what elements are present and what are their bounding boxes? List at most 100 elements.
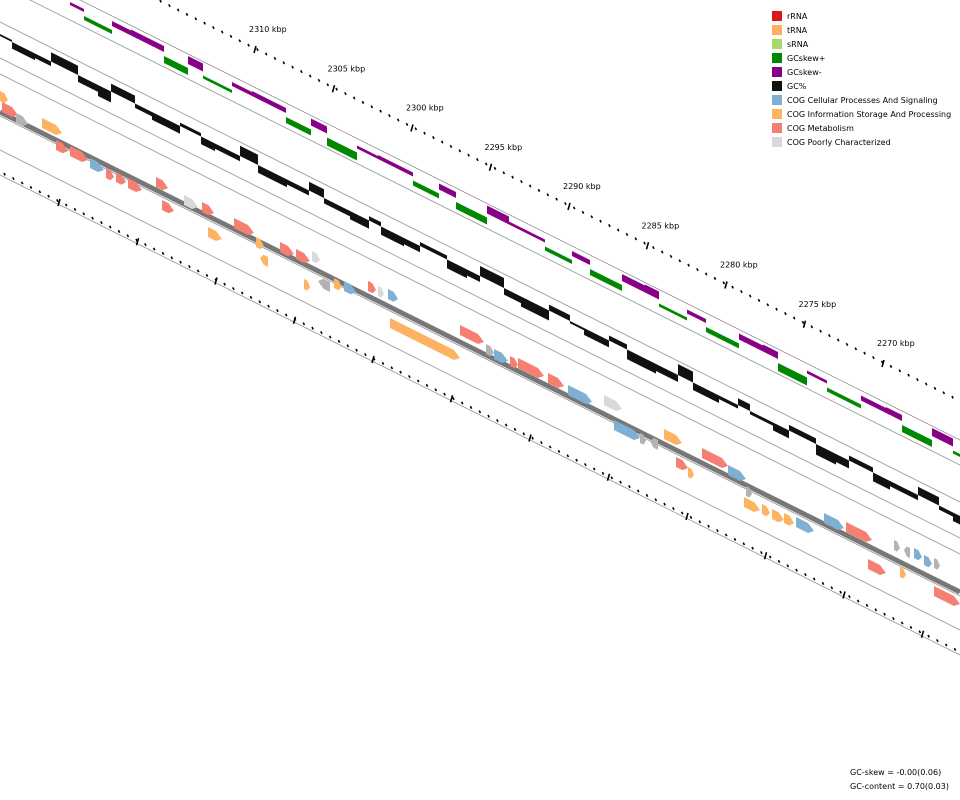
gc-content-segment [258, 165, 287, 188]
major-scale-tick [724, 281, 728, 289]
inner-scale-tick [566, 454, 570, 458]
inner-scale-tick [188, 265, 191, 269]
track-guide-line [29, 0, 960, 466]
inner-scale-tick [944, 643, 948, 647]
outer-scale-tick [625, 232, 629, 236]
gc-content-segment [678, 364, 693, 383]
inner-major-tick [371, 355, 375, 364]
legend-label: COG Poorly Characterized [787, 137, 891, 147]
outer-scale-tick [220, 30, 224, 34]
outer-scale-tick [308, 74, 312, 78]
cds-metabolism-arrow [518, 358, 544, 378]
outer-scale-tick [634, 237, 638, 241]
inner-scale-tick [452, 397, 455, 401]
gc-skew-plus-segment [827, 387, 861, 409]
inner-scale-tick [267, 304, 270, 308]
outer-scale-tick [379, 109, 382, 113]
cds-metabolism-arrow [202, 202, 214, 216]
gc-skew-minus-segment [645, 284, 659, 300]
cds-poorly-arrow [184, 195, 198, 209]
major-scale-tick [488, 163, 493, 171]
inner-scale-tick [610, 476, 614, 480]
gc-skew-plus-segment [456, 202, 487, 225]
outer-scale-tick [766, 303, 770, 307]
cds-metabolism-arrow [934, 586, 960, 606]
inner-scale-tick [777, 559, 781, 563]
cds-information-arrow [772, 509, 784, 523]
cds-metabolism-arrow [128, 178, 142, 192]
outer-scale-tick [907, 373, 910, 377]
gc-skew-minus-segment [739, 333, 763, 352]
outer-scale-tick [423, 131, 426, 135]
legend-label: GC% [787, 81, 807, 91]
inner-scale-tick [284, 313, 288, 317]
outer-scale-tick [229, 34, 233, 38]
outer-scale-tick [572, 206, 576, 210]
inner-scale-tick [883, 612, 886, 616]
outer-scale-tick [713, 276, 717, 280]
gc-skew-plus-segment [84, 16, 112, 34]
inner-scale-tick [108, 225, 112, 229]
outer-scale-tick [608, 224, 611, 228]
legend-item-rrna: rRNA [772, 9, 951, 23]
legend-item-gc-percent: GC% [772, 79, 951, 93]
outer-scale-tick [590, 215, 594, 219]
inner-scale-tick [152, 247, 156, 251]
inner-scale-tick [751, 546, 754, 550]
cds-information-arrow [334, 278, 342, 291]
inner-scale-tick [364, 353, 367, 357]
outer-scale-tick [476, 158, 479, 162]
outer-scale-tick [581, 210, 585, 214]
inner-scale-tick [258, 300, 262, 304]
outer-scale-tick [687, 263, 690, 267]
outer-scale-tick [933, 386, 937, 390]
cds-unassigned-arrow [894, 540, 900, 552]
inner-scale-tick [548, 445, 552, 449]
gc-skew-plus-segment [706, 327, 739, 349]
gc-skew-minus-segment [687, 309, 706, 323]
swatch-gcskew-minus-icon [772, 67, 782, 77]
inner-scale-tick [689, 515, 693, 519]
cds-information-arrow [744, 497, 760, 512]
inner-major-tick [842, 591, 846, 599]
inner-scale-tick [443, 392, 446, 396]
gc-content-segment [98, 85, 111, 103]
inner-scale-tick [522, 432, 526, 436]
cds-cellular-arrow [90, 158, 104, 172]
gc-skew-plus-segment [659, 303, 687, 321]
inner-scale-tick [856, 599, 860, 603]
outer-scale-tick [212, 26, 215, 30]
cds-cellular-arrow [728, 465, 746, 481]
outer-scale-tick [652, 246, 655, 250]
outer-scale-tick [502, 171, 506, 175]
gc-content-segment [287, 179, 309, 196]
inner-scale-tick [47, 194, 50, 198]
cds-unassigned-arrow [318, 278, 330, 292]
cds-information-arrow [900, 567, 906, 579]
gc-content-segment [693, 382, 719, 404]
cds-metabolism-arrow [56, 140, 68, 154]
gc-content-segment [549, 304, 570, 321]
outer-scale-tick [696, 268, 699, 272]
swatch-trna-icon [772, 25, 782, 35]
inner-scale-tick [196, 269, 200, 273]
major-scale-tick [410, 124, 414, 132]
legend-label: GCskew+ [787, 53, 826, 63]
inner-scale-tick [672, 507, 675, 511]
inner-scale-tick [504, 423, 508, 427]
outer-scale-tick [916, 378, 919, 382]
inner-scale-tick [936, 639, 939, 643]
inner-scale-tick [425, 383, 429, 387]
inner-scale-tick [636, 489, 640, 493]
gc-skew-minus-segment [932, 428, 953, 447]
inner-scale-tick [760, 551, 763, 555]
outer-scale-tick [872, 356, 875, 360]
gc-skew-minus-segment [807, 370, 827, 384]
legend-item-trna: tRNA [772, 23, 951, 37]
outer-scale-tick [951, 395, 954, 399]
gc-skew-minus-segment [311, 118, 327, 134]
inner-scale-tick [707, 524, 710, 528]
inner-scale-tick [628, 485, 631, 489]
legend: rRNA tRNA sRNA GCskew+ GCskew- GC% COG C… [772, 9, 951, 149]
gc-content-segment [627, 349, 656, 374]
